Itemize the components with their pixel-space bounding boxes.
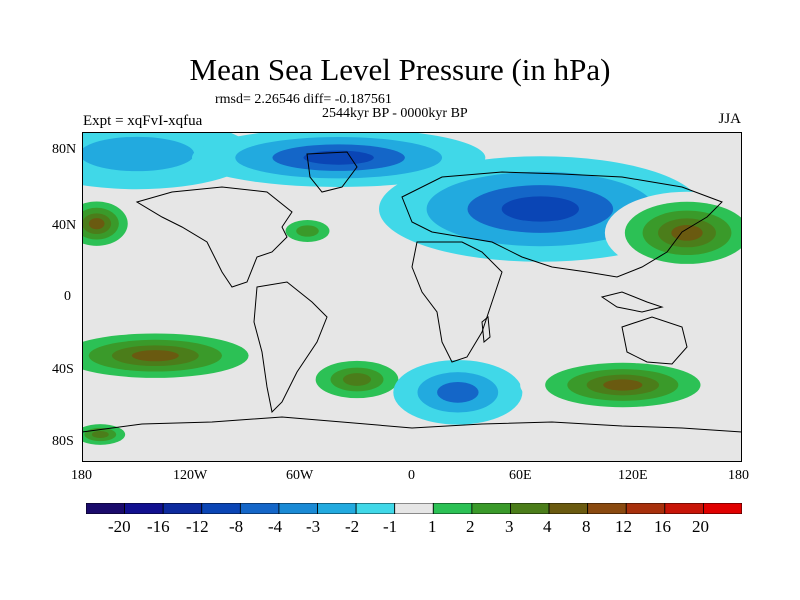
colorbar-label-12: 12	[615, 517, 632, 536]
colorbar-label-m20: -20	[108, 517, 131, 536]
colorbar-swatch-13	[587, 503, 627, 514]
colorbar-swatch-2	[162, 503, 203, 514]
colorbar-label-4: 4	[543, 517, 552, 536]
s-pacific-high-contour-8	[131, 350, 179, 362]
colorbar-swatch-9	[432, 503, 473, 514]
colorbar-label-20: 20	[692, 517, 709, 536]
colorbar-swatch-8	[394, 503, 434, 514]
lon-tick-180w: 180	[71, 468, 92, 483]
colorbar-swatch-14	[625, 503, 666, 514]
colorbar-label-m16: -16	[147, 517, 170, 536]
colorbar-swatch-3	[201, 503, 241, 514]
colorbar-swatch-6	[317, 503, 357, 514]
colorbar-swatch-5	[278, 503, 318, 514]
indian-ocean-high-contour-8	[603, 379, 643, 391]
lon-tick-120e: 120E	[618, 468, 648, 483]
colorbar-label-8: 8	[582, 517, 591, 536]
coastline-australia	[621, 316, 688, 365]
colorbar-label-m4: -4	[268, 517, 283, 536]
colorbar-label-m8: -8	[229, 517, 244, 536]
coastline-eurasia	[401, 171, 723, 278]
colorbar-swatch-7	[355, 503, 396, 514]
chart-title: Mean Sea Level Pressure (in hPa)	[189, 52, 611, 87]
coastline-africa	[411, 241, 503, 363]
colorbar-swatch-1	[124, 503, 164, 514]
eurasia-low-contour--8	[501, 196, 579, 222]
n-pacific-high-contour-8	[88, 218, 105, 230]
colorbar-swatch-15	[664, 503, 704, 514]
colorbar-swatch-10	[471, 503, 511, 514]
coastline-maritime-continent	[600, 291, 664, 313]
colorbar-label-3: 3	[505, 517, 514, 536]
lon-tick-60e: 60E	[509, 468, 532, 483]
colorbar-swatch-16	[703, 503, 742, 514]
lat-tick-80s: 80S	[52, 434, 74, 449]
coastline-antarctica	[82, 416, 742, 433]
s-atlantic-high-contour-4	[342, 373, 372, 386]
colorbar-label-m2: -2	[345, 517, 360, 536]
lon-tick-120w: 120W	[173, 468, 208, 483]
lat-tick-eq: 0	[64, 289, 71, 304]
lat-tick-40n: 40N	[52, 218, 77, 233]
colorbar-label-2: 2	[466, 517, 475, 536]
lon-tick-60w: 60W	[286, 468, 314, 483]
colorbar-swatch-0	[86, 503, 125, 514]
n-pacific-low-contour--2	[82, 136, 195, 172]
colorbar-swatch-12	[548, 503, 589, 514]
n-atlantic-high-contour-3	[296, 225, 319, 237]
colorbar	[86, 503, 742, 514]
pressure-map	[82, 132, 742, 462]
lat-tick-40s: 40S	[52, 362, 74, 377]
colorbar-swatch-11	[510, 503, 550, 514]
lon-tick-0: 0	[408, 468, 415, 483]
experiment-label: Expt = xqFvI-xqfua	[83, 113, 203, 129]
colorbar-label-m1: -1	[383, 517, 398, 536]
coastline-south-america	[253, 281, 328, 414]
colorbar-label-1: 1	[428, 517, 437, 536]
s-atlantic-low-contour--4	[437, 381, 479, 403]
coastline-north-america	[135, 186, 293, 288]
season-label: JJA	[718, 111, 741, 127]
lon-tick-180e: 180	[728, 468, 749, 483]
antarctic-high-contour-4	[91, 430, 109, 439]
period-line: 2544kyr BP - 0000kyr BP	[322, 106, 468, 121]
coastline-greenland	[306, 151, 358, 193]
lat-tick-80n: 80N	[52, 142, 77, 157]
colorbar-swatch-4	[239, 503, 280, 514]
colorbar-label-m12: -12	[186, 517, 209, 536]
colorbar-label-16: 16	[654, 517, 671, 536]
arctic-low-contour--8	[303, 150, 374, 165]
colorbar-label-m3: -3	[306, 517, 321, 536]
coastline-madagascar	[481, 316, 491, 343]
w-pacific-high-contour-8	[671, 224, 703, 241]
stats-line: rmsd= 2.26546 diff= -0.187561	[215, 92, 392, 107]
